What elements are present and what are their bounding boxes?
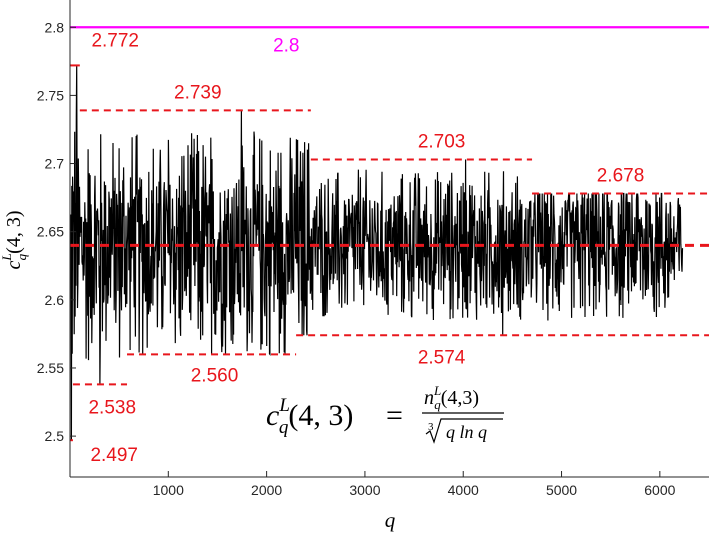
annotations-layer: 2.8 2.772 2.739 2.703 2.678 2.497 2.538 2.560 2.… (88, 30, 644, 466)
y-tick-label: 2.75 (37, 87, 64, 103)
svg-text:cLq(4, 3): cLq(4, 3) (266, 395, 353, 438)
formula-num-main: n (424, 387, 434, 409)
y-label-main: c (3, 260, 25, 269)
y-tick-label: 2.5 (45, 428, 65, 444)
formula-lhs-sub: q (279, 417, 289, 438)
upper-envelope-label: 2.703 (418, 131, 466, 152)
svg-text:cLq(4, 3): cLq(4, 3) (0, 211, 29, 270)
reference-lines-layer (70, 26, 709, 442)
y-label-args: (4, 3) (3, 211, 25, 254)
lower-envelope-label: 2.574 (418, 347, 466, 368)
formula-num-sup: L (433, 383, 441, 398)
x-tick-label: 6000 (644, 482, 675, 498)
series-line (70, 65, 684, 441)
formula-radicand: q ln q (446, 422, 487, 442)
y-tick-label: 2.55 (37, 360, 64, 376)
formula-lhs-main: c (266, 399, 279, 432)
formula-lhs-sup: L (278, 395, 290, 416)
upper-envelope-label: 2.772 (91, 30, 139, 51)
x-tick-label: 2000 (251, 482, 282, 498)
x-tick-label: 4000 (448, 482, 479, 498)
x-tick-label: 5000 (546, 482, 577, 498)
y-tick-label: 2.6 (45, 292, 65, 308)
formula-equals: = (386, 399, 403, 432)
x-tick-label: 1000 (153, 482, 184, 498)
lower-envelope-label: 2.538 (88, 397, 136, 418)
y-axis-label: cLq(4, 3) (0, 211, 29, 270)
formula-num-sub: q (434, 397, 441, 412)
series-layer (70, 65, 684, 441)
y-tick-label: 2.65 (37, 224, 64, 240)
upper-envelope-label: 2.739 (174, 82, 222, 103)
svg-text:nLq(4,3): nL q(4,3) (424, 383, 479, 412)
lower-envelope-label: 2.497 (90, 445, 138, 466)
y-label-sup: L (0, 253, 14, 261)
x-axis-label: q (385, 508, 396, 532)
y-tick-label: 2.8 (45, 19, 65, 35)
formula-root-index: 3 (428, 421, 434, 433)
formula-radical-sign (425, 418, 503, 444)
ticks-layer: 1000 2000 3000 4000 5000 6000 2.5 2.55 2.6 2.65 2.… (37, 19, 676, 498)
formula-num-args: (4,3) (441, 387, 479, 409)
formula: cL q(4, 3) = nL q(4,3) 3 q ln q (266, 383, 504, 444)
axes-layer (69, 0, 709, 478)
formula-lhs-args: (4, 3) (288, 399, 353, 432)
x-tick-label: 3000 (349, 482, 380, 498)
lower-envelope-label: 2.560 (191, 365, 239, 386)
y-tick-label: 2.7 (45, 156, 65, 172)
y-label-sub: q (14, 253, 29, 260)
bound-value-label: 2.8 (273, 35, 299, 56)
upper-envelope-label: 2.678 (597, 166, 645, 187)
